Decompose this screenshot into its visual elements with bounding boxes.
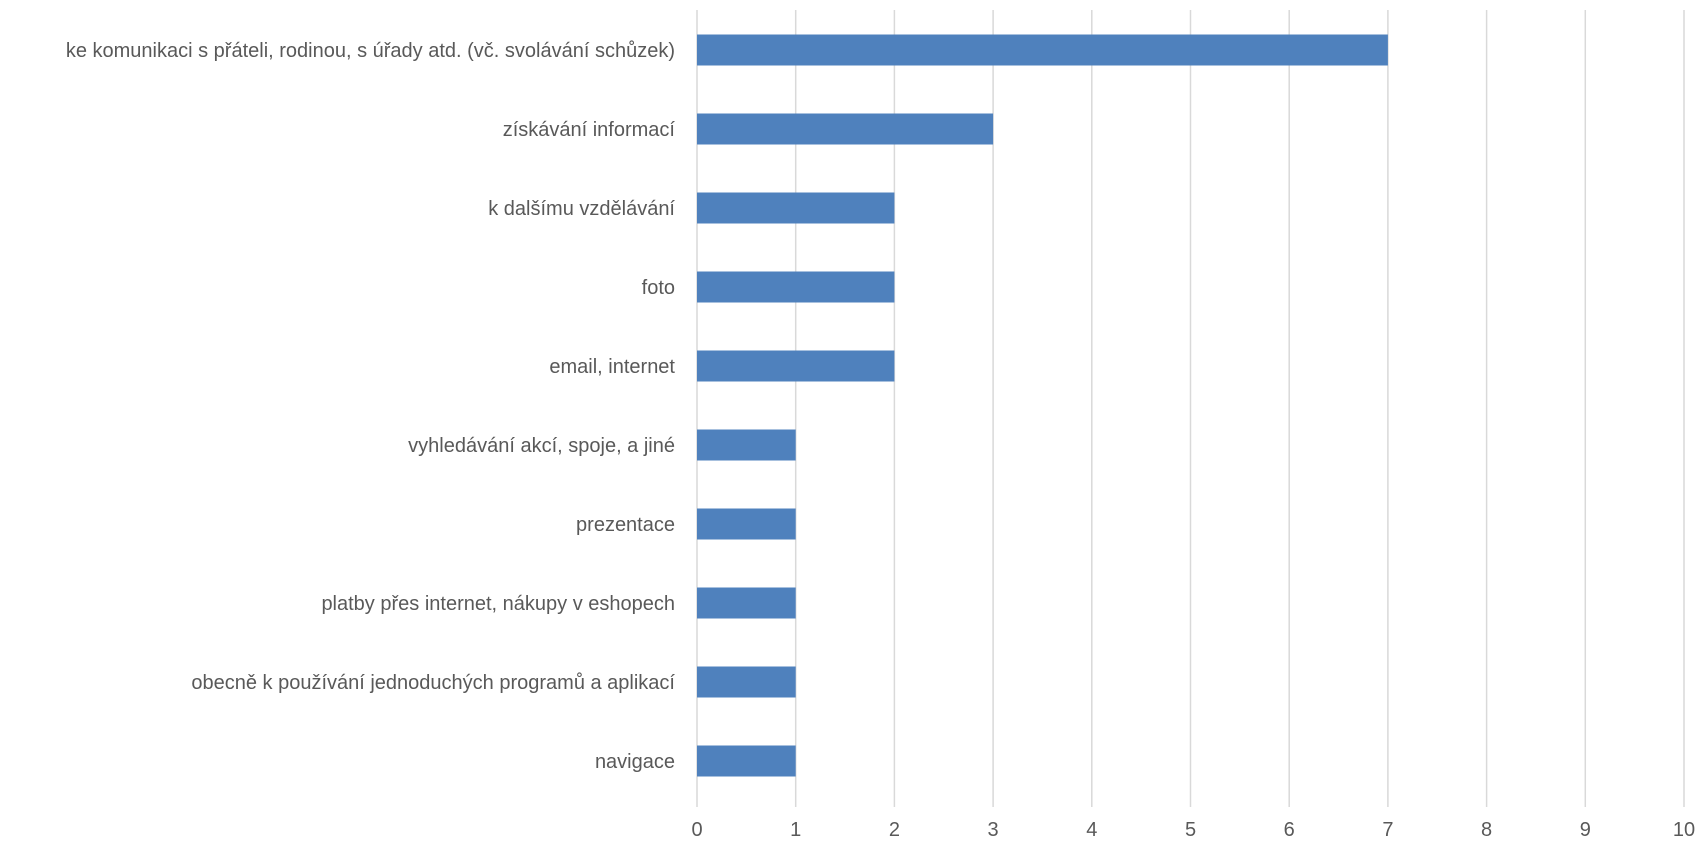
x-tick-label-7: 7 [1382,819,1393,841]
category-label-6: vyhledávání akcí, spoje, a jiné [408,435,675,457]
bar-3 [697,192,895,224]
bar-6 [697,429,796,461]
category-label-5: email, internet [549,356,675,378]
x-tick-label-5: 5 [1185,819,1196,841]
x-tick-label-4: 4 [1086,819,1097,841]
bar-5 [697,350,895,382]
bars [697,34,1388,777]
x-tick-label-6: 6 [1284,819,1295,841]
bar-8 [697,587,796,619]
category-label-7: prezentace [576,514,675,536]
category-label-9: obecně k používání jednoduchých programů… [191,672,675,694]
bar-9 [697,666,796,698]
category-label-4: foto [642,277,675,299]
x-tick-label-2: 2 [889,819,900,841]
x-tick-label-3: 3 [988,819,999,841]
x-tick-label-8: 8 [1481,819,1492,841]
bar-1 [697,34,1388,66]
x-tick-label-1: 1 [790,819,801,841]
x-tick-label-9: 9 [1580,819,1591,841]
category-label-3: k dalšímu vzdělávání [488,198,675,220]
category-label-2: získávání informací [503,119,676,141]
category-label-10: navigace [595,751,675,773]
bar-7 [697,508,796,540]
x-axis-tick-labels: 0 1 2 3 4 5 6 7 8 9 10 [691,819,1695,841]
category-label-8: platby přes internet, nákupy v eshopech [321,593,675,615]
bar-10 [697,745,796,777]
x-tick-label-0: 0 [691,819,702,841]
category-label-1: ke komunikaci s přáteli, rodinou, s úřad… [66,40,675,62]
category-labels: ke komunikaci s přáteli, rodinou, s úřad… [66,40,676,773]
bar-4 [697,271,895,303]
x-tick-label-10: 10 [1673,819,1695,841]
bar-2 [697,113,994,145]
